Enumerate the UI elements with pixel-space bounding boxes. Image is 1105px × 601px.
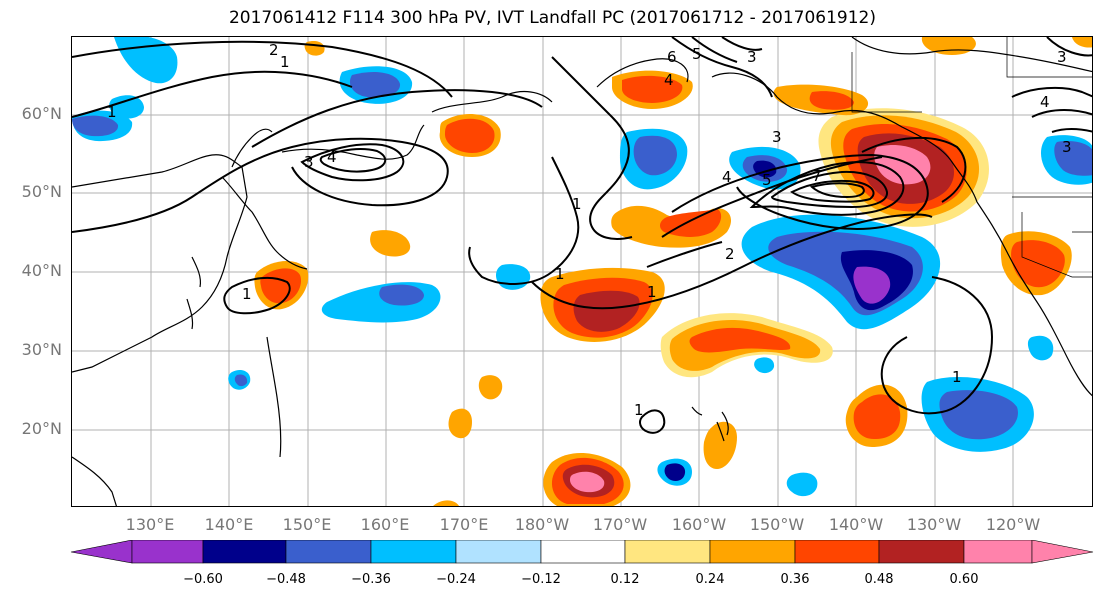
contour-label: 1 [242,285,252,303]
colorbar-segment [624,540,711,564]
contour-label: 1 [952,368,962,386]
colorbar-tick: 0.12 [610,572,640,587]
contour-label: 3 [1062,138,1072,156]
colorbar-segment [963,540,1033,564]
lon-label-120w: 120°W [985,515,1041,534]
coastlines [72,37,1092,506]
colorbar-extend-max [1031,540,1094,564]
colorbar [70,540,1094,564]
colorbar-segment [370,540,457,564]
contour-label: 2 [269,41,279,59]
ivt-contours [72,37,1092,434]
contour-labels: 1 1 2 3 4 1 1 1 2 3 4 5 6 3 4 5 7 1 1 1 … [107,41,1072,419]
lon-label-150w: 150°W [749,515,805,534]
map-canvas: 1 1 2 3 4 1 1 1 2 3 4 5 6 3 4 5 7 1 1 1 … [72,37,1092,506]
contour-label: 4 [722,168,732,186]
borders [851,37,1092,278]
colorbar-tick: −0.36 [351,572,391,587]
colorbar-tick: −0.12 [521,572,561,587]
colorbar-segment [455,540,542,564]
contour-label: 5 [692,45,702,63]
contour-label: 3 [304,153,314,171]
contour-label: 5 [762,171,772,189]
colorbar-segment [709,540,796,564]
colorbar-segment [794,540,880,564]
colorbar-segment [131,540,204,564]
colorbar-tick: −0.48 [266,572,306,587]
lon-label-130e: 130°E [125,515,175,534]
contour-label: 4 [327,148,337,166]
contour-label: 1 [280,53,290,71]
lat-label-50n: 50°N [21,182,62,201]
contour-label: 1 [555,265,565,283]
lon-label-160w: 160°W [671,515,727,534]
colorbar-extend-min [70,540,133,564]
colorbar-tick: 0.48 [864,572,894,587]
contour-label: 4 [1040,93,1050,111]
contour-label: 3 [1057,48,1067,66]
colorbar-tick: 0.36 [780,572,810,587]
negative-pv-anomalies [72,37,1092,497]
colorbar-segment [878,540,965,564]
map-panel: 1 1 2 3 4 1 1 1 2 3 4 5 6 3 4 5 7 1 1 1 … [71,36,1093,507]
contour-label: 6 [667,48,677,66]
lat-label-40n: 40°N [21,261,62,280]
contour-label: 1 [634,401,644,419]
lon-label-140e: 140°E [204,515,254,534]
colorbar-tick: −0.60 [183,572,223,587]
contour-label: 1 [647,283,657,301]
lon-label-150e: 150°E [282,515,332,534]
contour-label: 4 [664,71,674,89]
lon-label-160e: 160°E [360,515,410,534]
map-title: 2017061412 F114 300 hPa PV, IVT Landfall… [228,8,876,28]
lat-label-30n: 30°N [21,340,62,359]
contour-label: 2 [725,245,735,263]
contour-label: 3 [747,48,757,66]
lon-label-140w: 140°W [828,515,884,534]
colorbar-segment [202,540,287,564]
lat-label-20n: 20°N [21,419,62,438]
contour-label: 1 [572,195,582,213]
lon-label-130w: 130°W [906,515,962,534]
colorbar-segments [70,540,1094,564]
colorbar-segment [285,540,372,564]
colorbar-segment [540,540,626,564]
colorbar-tick: 0.60 [949,572,979,587]
contour-label: 3 [772,128,782,146]
colorbar-tick: −0.24 [436,572,476,587]
contour-label: 1 [107,103,117,121]
colorbar-tick: 0.24 [695,572,725,587]
lon-label-170e: 170°E [439,515,489,534]
contour-label: 7 [812,167,822,185]
lat-label-60n: 60°N [21,104,62,123]
lon-label-180w: 180°W [514,515,570,534]
lon-label-170w: 170°W [592,515,648,534]
